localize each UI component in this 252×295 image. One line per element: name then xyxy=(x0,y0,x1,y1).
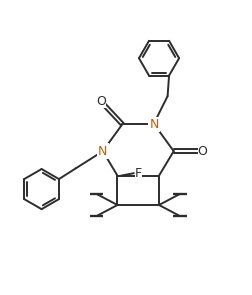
Text: F: F xyxy=(135,167,142,180)
Text: O: O xyxy=(97,95,106,108)
Text: N: N xyxy=(98,145,107,158)
Text: N: N xyxy=(149,118,159,131)
Text: O: O xyxy=(198,145,207,158)
